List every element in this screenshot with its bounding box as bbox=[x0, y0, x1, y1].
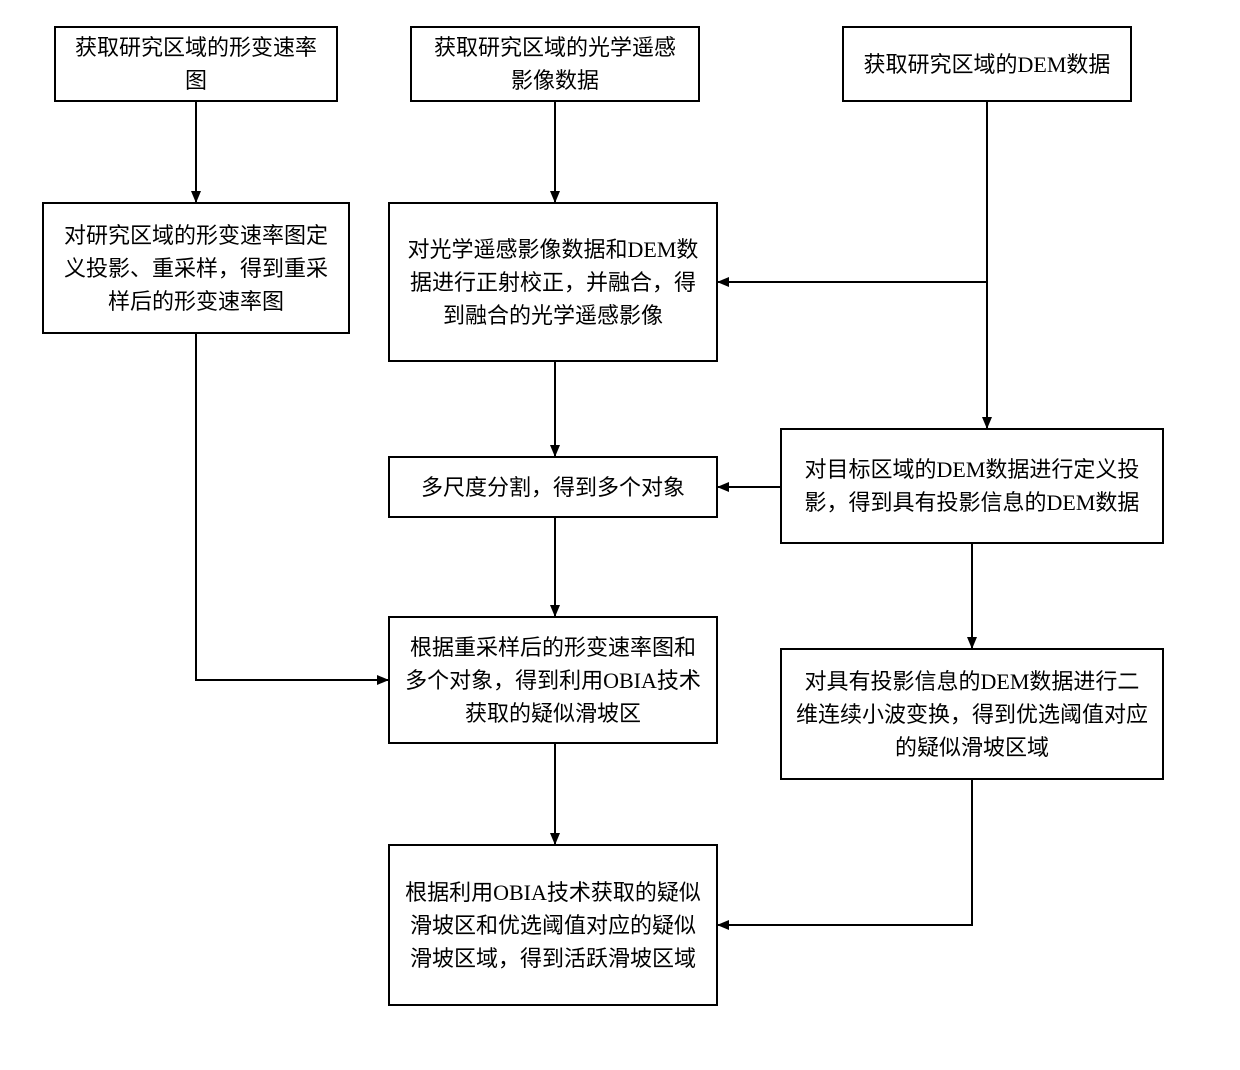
flowchart-node: 对目标区域的DEM数据进行定义投影，得到具有投影信息的DEM数据 bbox=[780, 428, 1164, 544]
flowchart-node: 根据重采样后的形变速率图和多个对象，得到利用OBIA技术获取的疑似滑坡区 bbox=[388, 616, 718, 744]
node-label: 对研究区域的形变速率图定义投影、重采样，得到重采样后的形变速率图 bbox=[56, 219, 336, 318]
node-label: 获取研究区域的光学遥感影像数据 bbox=[424, 31, 686, 97]
node-label: 对光学遥感影像数据和DEM数据进行正射校正，并融合，得到融合的光学遥感影像 bbox=[402, 233, 704, 332]
node-label: 根据利用OBIA技术获取的疑似滑坡区和优选阈值对应的疑似滑坡区域，得到活跃滑坡区… bbox=[402, 876, 704, 975]
node-label: 多尺度分割，得到多个对象 bbox=[421, 471, 685, 504]
node-label: 对具有投影信息的DEM数据进行二维连续小波变换，得到优选阈值对应的疑似滑坡区域 bbox=[794, 665, 1150, 764]
flowchart-node: 获取研究区域的光学遥感影像数据 bbox=[410, 26, 700, 102]
node-label: 根据重采样后的形变速率图和多个对象，得到利用OBIA技术获取的疑似滑坡区 bbox=[402, 631, 704, 730]
node-label: 获取研究区域的形变速率图 bbox=[68, 31, 324, 97]
node-label: 对目标区域的DEM数据进行定义投影，得到具有投影信息的DEM数据 bbox=[794, 453, 1150, 519]
flowchart-node: 对光学遥感影像数据和DEM数据进行正射校正，并融合，得到融合的光学遥感影像 bbox=[388, 202, 718, 362]
flowchart-edge bbox=[718, 780, 972, 925]
flowchart-node: 根据利用OBIA技术获取的疑似滑坡区和优选阈值对应的疑似滑坡区域，得到活跃滑坡区… bbox=[388, 844, 718, 1006]
flowchart-node: 获取研究区域的形变速率图 bbox=[54, 26, 338, 102]
flowchart-edge bbox=[196, 334, 388, 680]
flowchart-node: 多尺度分割，得到多个对象 bbox=[388, 456, 718, 518]
flowchart-node: 对具有投影信息的DEM数据进行二维连续小波变换，得到优选阈值对应的疑似滑坡区域 bbox=[780, 648, 1164, 780]
flowchart-node: 对研究区域的形变速率图定义投影、重采样，得到重采样后的形变速率图 bbox=[42, 202, 350, 334]
flowchart-node: 获取研究区域的DEM数据 bbox=[842, 26, 1132, 102]
flowchart-edge bbox=[718, 102, 987, 282]
node-label: 获取研究区域的DEM数据 bbox=[864, 48, 1111, 81]
